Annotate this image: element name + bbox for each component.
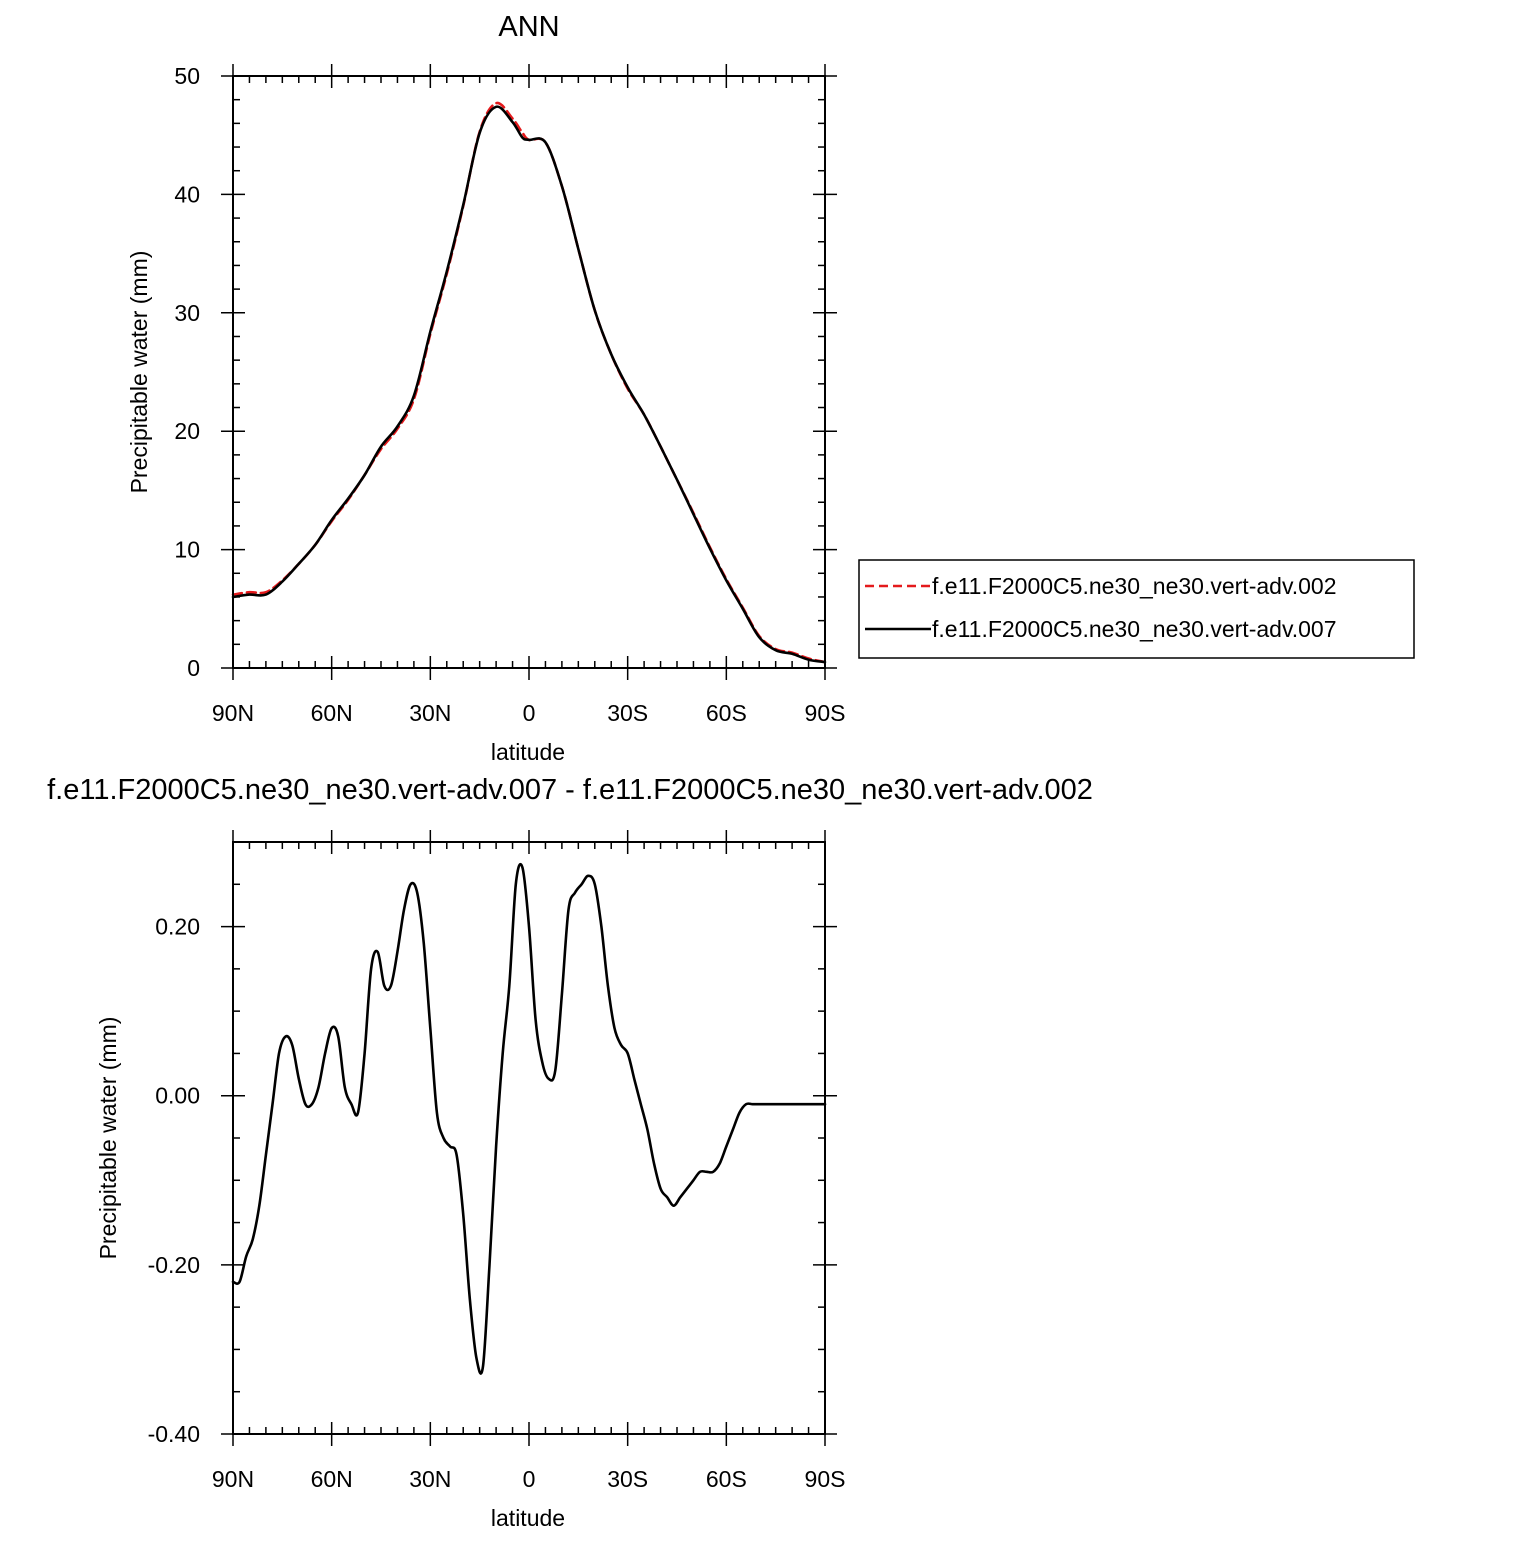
- legend-box: [858, 559, 1415, 659]
- legend-label-002: f.e11.F2000C5.ne30_ne30.vert-adv.002: [932, 573, 1337, 599]
- y-tick-label: 0.00: [155, 1083, 200, 1109]
- y-tick-label: 10: [174, 537, 200, 563]
- y-tick-label: -0.40: [148, 1421, 200, 1447]
- axis-ticks: 90N 60N 30N 0 30S 60S 90S -0.40 -0.20 0.00 0.20: [148, 830, 846, 1492]
- x-axis-label: latitude: [491, 1505, 565, 1531]
- x-tick-label: 0: [523, 700, 536, 726]
- series-line: [231, 862, 827, 1375]
- y-tick-label: 0.20: [155, 914, 200, 940]
- x-tick-label: 90S: [805, 700, 846, 726]
- x-tick-label: 60N: [311, 700, 353, 726]
- legend-label-007: f.e11.F2000C5.ne30_ne30.vert-adv.007: [932, 616, 1337, 642]
- axis-ticks: 90N 60N 30N 0 30S 60S 90S 0 10 20 30 40 50: [174, 63, 845, 726]
- x-axis-label: latitude: [491, 739, 565, 765]
- chart-title: ANN: [498, 11, 559, 43]
- x-tick-label: 30S: [607, 1466, 648, 1492]
- plot-frame: [232, 841, 826, 1435]
- x-tick-label: 30N: [409, 700, 451, 726]
- y-tick-label: -0.20: [148, 1252, 200, 1278]
- x-tick-label: 90S: [805, 1466, 846, 1492]
- series-line: [231, 101, 827, 664]
- series-group: [231, 101, 827, 664]
- x-tick-label: 60S: [706, 1466, 747, 1492]
- y-tick-label: 50: [174, 63, 200, 89]
- y-tick-label: 0: [187, 655, 200, 681]
- y-tick-label: 40: [174, 181, 200, 207]
- chart-precip-annual: ANN latitude Precipitable water (mm) 90N…: [126, 11, 1415, 765]
- legend: f.e11.F2000C5.ne30_ne30.vert-adv.002 f.e…: [858, 559, 1415, 659]
- x-tick-label: 90N: [212, 700, 254, 726]
- x-tick-label: 60S: [706, 700, 747, 726]
- chart-title: f.e11.F2000C5.ne30_ne30.vert-adv.007 - f…: [47, 774, 1093, 806]
- y-tick-label: 20: [174, 418, 200, 444]
- chart-precip-difference: f.e11.F2000C5.ne30_ne30.vert-adv.007 - f…: [47, 774, 1093, 1531]
- x-tick-label: 60N: [311, 1466, 353, 1492]
- plot-frame: [232, 75, 826, 669]
- y-axis-label: Precipitable water (mm): [126, 251, 152, 494]
- x-tick-label: 30N: [409, 1466, 451, 1492]
- x-tick-label: 90N: [212, 1466, 254, 1492]
- y-tick-label: 30: [174, 300, 200, 326]
- series-line: [231, 105, 827, 664]
- y-axis-label: Precipitable water (mm): [95, 1017, 121, 1260]
- series-group: [231, 862, 827, 1375]
- x-tick-label: 30S: [607, 700, 648, 726]
- x-tick-label: 0: [523, 1466, 536, 1492]
